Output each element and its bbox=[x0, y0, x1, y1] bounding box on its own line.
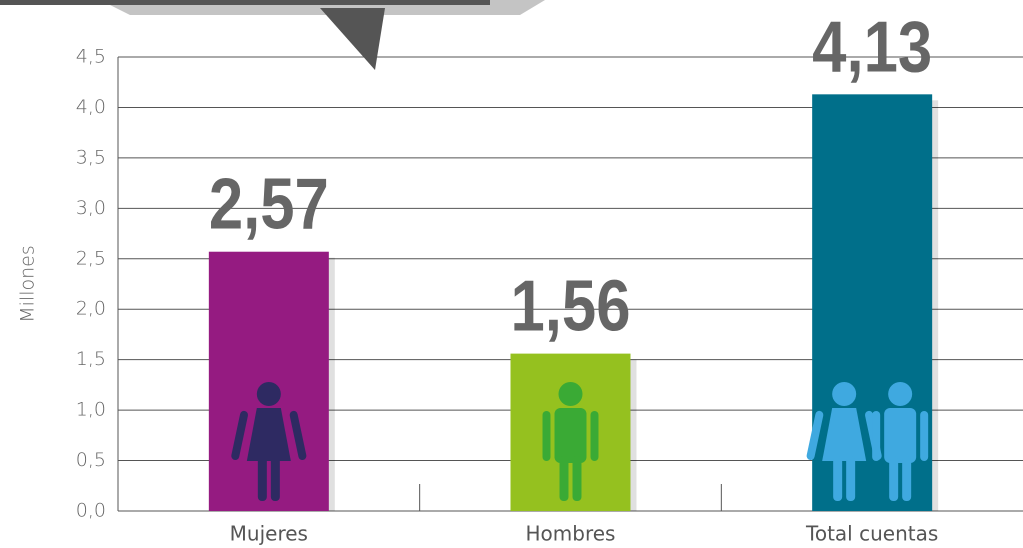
y-tick-label: 1,0 bbox=[76, 399, 106, 421]
icon-arm bbox=[542, 411, 551, 461]
icon-leg bbox=[889, 456, 899, 501]
icon-body bbox=[554, 408, 587, 463]
icon-body bbox=[884, 408, 917, 463]
value-label: 2,57 bbox=[209, 165, 329, 245]
icon-head bbox=[558, 382, 583, 406]
y-tick-label: 0,5 bbox=[76, 449, 106, 471]
person-icon bbox=[806, 382, 882, 501]
icon-leg bbox=[846, 456, 856, 501]
y-tick-label: 1,5 bbox=[76, 348, 106, 370]
icon-arm bbox=[920, 411, 929, 461]
x-tick-label: Total cuentas bbox=[805, 522, 938, 546]
icon-arm bbox=[289, 410, 307, 460]
x-tick-label: Mujeres bbox=[230, 522, 308, 546]
icon-arm bbox=[806, 410, 824, 460]
x-tick-label: Hombres bbox=[526, 522, 616, 546]
icon-leg bbox=[270, 456, 280, 501]
person-icon bbox=[872, 382, 929, 501]
y-tick-label: 0,0 bbox=[76, 500, 106, 522]
y-tick-label: 3,0 bbox=[76, 197, 106, 219]
icon-leg bbox=[902, 456, 912, 501]
bar bbox=[208, 251, 329, 511]
icon-arm bbox=[231, 410, 249, 460]
icon-leg bbox=[257, 456, 267, 501]
icon-body bbox=[246, 408, 291, 461]
icon-arm bbox=[590, 411, 599, 461]
y-tick-label: 4,0 bbox=[76, 96, 106, 118]
icon-leg bbox=[833, 456, 843, 501]
y-tick-label: 2,0 bbox=[76, 298, 106, 320]
icon-head bbox=[832, 382, 857, 406]
y-axis-label: Millones bbox=[17, 245, 39, 322]
person-icon bbox=[542, 382, 599, 501]
person-icon bbox=[231, 382, 307, 501]
icon-leg bbox=[559, 456, 569, 501]
y-tick-label: 4,5 bbox=[76, 46, 106, 68]
y-tick-label: 2,5 bbox=[76, 247, 106, 269]
icon-head bbox=[256, 382, 281, 406]
icon-body bbox=[822, 408, 867, 461]
icon-arm bbox=[872, 411, 881, 461]
icon-head bbox=[888, 382, 913, 406]
value-label: 1,56 bbox=[511, 267, 631, 347]
value-label: 4,13 bbox=[812, 7, 932, 87]
icon-leg bbox=[572, 456, 582, 501]
header-decoration bbox=[0, 0, 545, 70]
y-tick-label: 3,5 bbox=[76, 146, 106, 168]
